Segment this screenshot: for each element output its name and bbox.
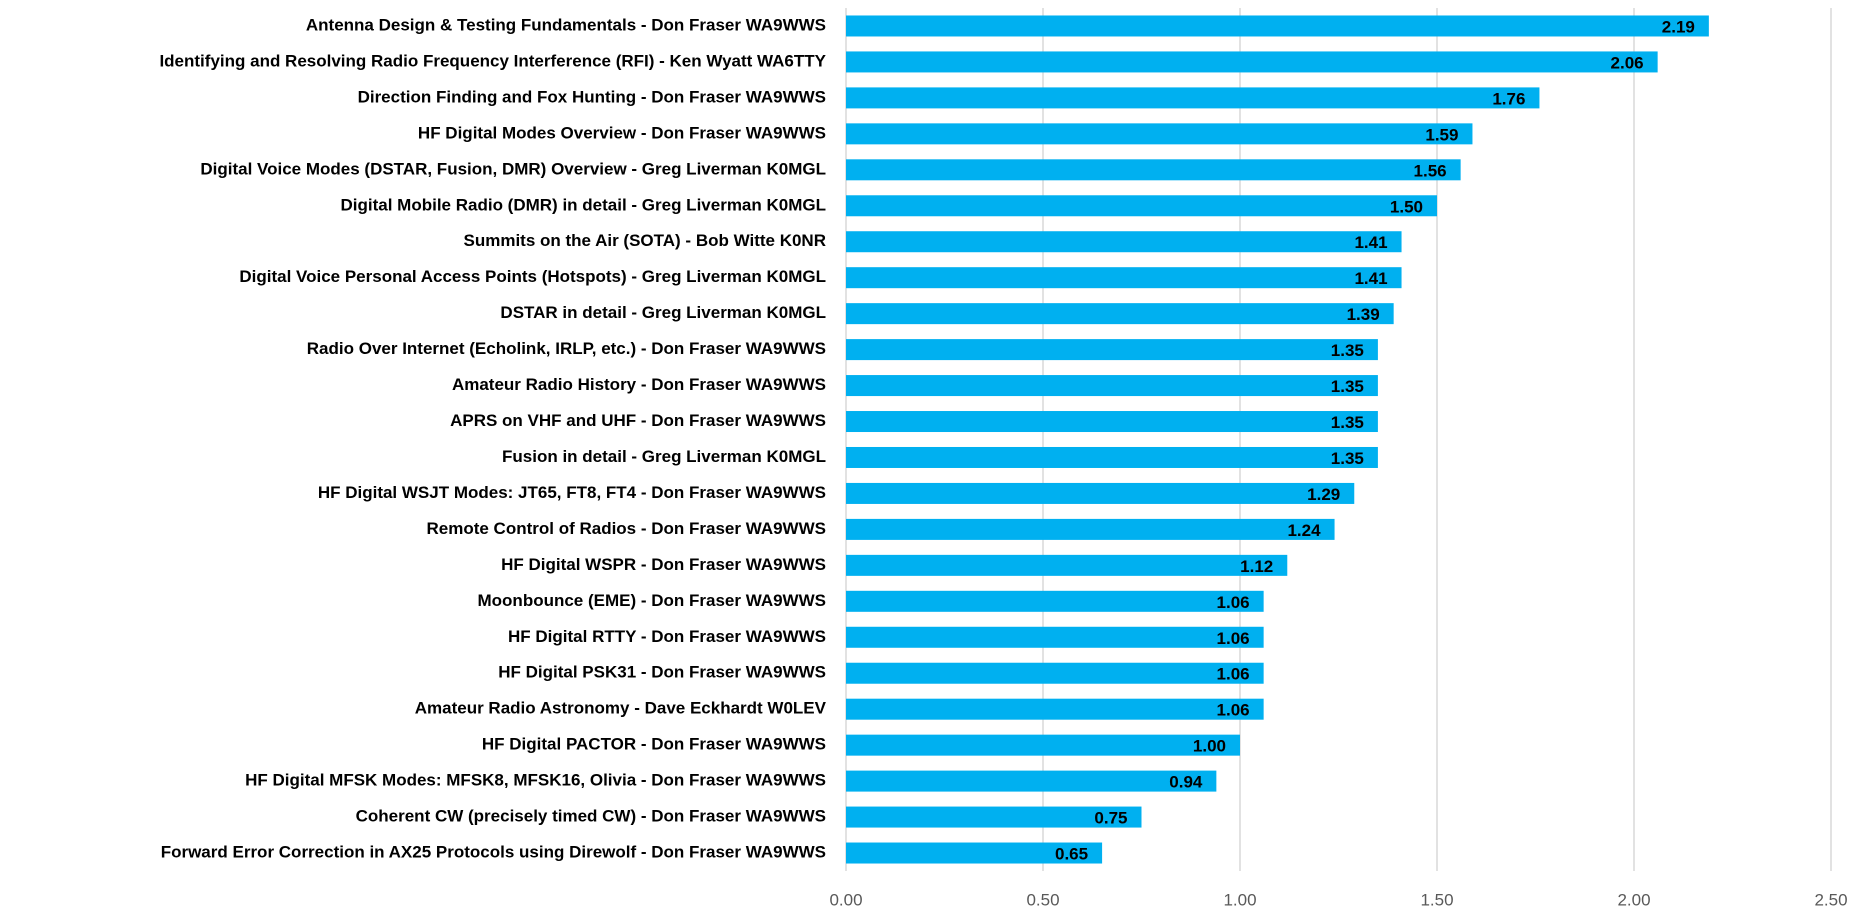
bar	[846, 411, 1378, 433]
y-tick-label: APRS on VHF and UHF - Don Fraser WA9WWS	[450, 411, 826, 430]
value-label: 0.94	[1169, 773, 1203, 792]
y-tick-label: Digital Voice Modes (DSTAR, Fusion, DMR)…	[200, 159, 826, 178]
x-tick-label: 1.50	[1420, 890, 1453, 909]
bar	[846, 482, 1355, 504]
value-label: 1.00	[1193, 737, 1226, 756]
y-tick-label: HF Digital PSK31 - Don Fraser WA9WWS	[498, 663, 826, 682]
y-tick-label: HF Digital WSPR - Don Fraser WA9WWS	[501, 555, 826, 574]
bar	[846, 806, 1142, 828]
value-label: 1.06	[1217, 665, 1250, 684]
value-label: 1.29	[1307, 485, 1340, 504]
y-tick-label: Remote Control of Radios - Don Fraser WA…	[426, 519, 826, 538]
bar	[846, 662, 1264, 684]
y-tick-label: Antenna Design & Testing Fundamentals - …	[306, 15, 826, 34]
value-label: 1.41	[1354, 269, 1387, 288]
value-label: 1.35	[1331, 341, 1364, 360]
bar	[846, 698, 1264, 720]
bar	[846, 554, 1288, 576]
y-tick-label: Moonbounce (EME) - Don Fraser WA9WWS	[478, 591, 827, 610]
bar	[846, 267, 1402, 289]
value-label: 1.59	[1425, 125, 1458, 144]
bar	[846, 590, 1264, 612]
y-tick-label: HF Digital Modes Overview - Don Fraser W…	[418, 123, 826, 142]
bar	[846, 123, 1473, 145]
y-tick-label: DSTAR in detail - Greg Liverman K0MGL	[500, 303, 826, 322]
y-tick-label: HF Digital PACTOR - Don Fraser WA9WWS	[482, 735, 826, 754]
y-tick-label: Forward Error Correction in AX25 Protoco…	[161, 843, 826, 862]
value-label: 1.41	[1354, 233, 1387, 252]
y-tick-label: Digital Voice Personal Access Points (Ho…	[239, 267, 826, 286]
bar	[846, 51, 1658, 73]
x-tick-label: 2.50	[1814, 890, 1847, 909]
bar	[846, 15, 1709, 37]
value-label: 2.06	[1611, 53, 1644, 72]
bar	[846, 734, 1240, 756]
bar	[846, 231, 1402, 253]
value-label: 1.56	[1414, 161, 1447, 180]
y-tick-label: Summits on the Air (SOTA) - Bob Witte K0…	[463, 231, 826, 250]
bar	[846, 195, 1437, 217]
y-tick-label: Coherent CW (precisely timed CW) - Don F…	[356, 807, 826, 826]
x-tick-label: 1.00	[1223, 890, 1256, 909]
bar	[846, 446, 1378, 468]
value-label: 1.50	[1390, 197, 1423, 216]
x-tick-label: 0.00	[829, 890, 862, 909]
bar	[846, 375, 1378, 397]
value-label: 1.06	[1217, 629, 1250, 648]
value-label: 2.19	[1662, 17, 1695, 36]
bar	[846, 303, 1394, 325]
y-tick-label: Fusion in detail - Greg Liverman K0MGL	[502, 447, 826, 466]
bar	[846, 159, 1461, 181]
y-tick-label: HF Digital MFSK Modes: MFSK8, MFSK16, Ol…	[245, 771, 826, 790]
value-label: 1.76	[1492, 89, 1525, 108]
value-label: 1.39	[1347, 305, 1380, 324]
bar	[846, 518, 1335, 540]
value-label: 1.06	[1217, 593, 1250, 612]
value-label: 1.06	[1217, 701, 1250, 720]
bar	[846, 626, 1264, 648]
value-label: 0.65	[1055, 845, 1088, 864]
y-tick-label: Amateur Radio History - Don Fraser WA9WW…	[452, 375, 826, 394]
bar	[846, 339, 1378, 361]
x-tick-label: 0.50	[1026, 890, 1059, 909]
value-label: 1.35	[1331, 413, 1364, 432]
bar	[846, 842, 1103, 864]
value-label: 0.75	[1094, 809, 1127, 828]
x-tick-label: 2.00	[1617, 890, 1650, 909]
y-tick-label: Identifying and Resolving Radio Frequenc…	[159, 51, 826, 70]
y-tick-label: Digital Mobile Radio (DMR) in detail - G…	[341, 195, 826, 214]
value-label: 1.35	[1331, 449, 1364, 468]
bar	[846, 770, 1217, 792]
y-tick-label: Direction Finding and Fox Hunting - Don …	[358, 87, 826, 106]
y-tick-label: HF Digital WSJT Modes: JT65, FT8, FT4 - …	[318, 483, 826, 502]
y-tick-label: Amateur Radio Astronomy - Dave Eckhardt …	[415, 699, 827, 718]
y-tick-label: Radio Over Internet (Echolink, IRLP, etc…	[307, 339, 826, 358]
y-tick-label: HF Digital RTTY - Don Fraser WA9WWS	[508, 627, 826, 646]
bar	[846, 87, 1540, 109]
value-label: 1.12	[1240, 557, 1273, 576]
value-label: 1.24	[1287, 521, 1321, 540]
value-label: 1.35	[1331, 377, 1364, 396]
